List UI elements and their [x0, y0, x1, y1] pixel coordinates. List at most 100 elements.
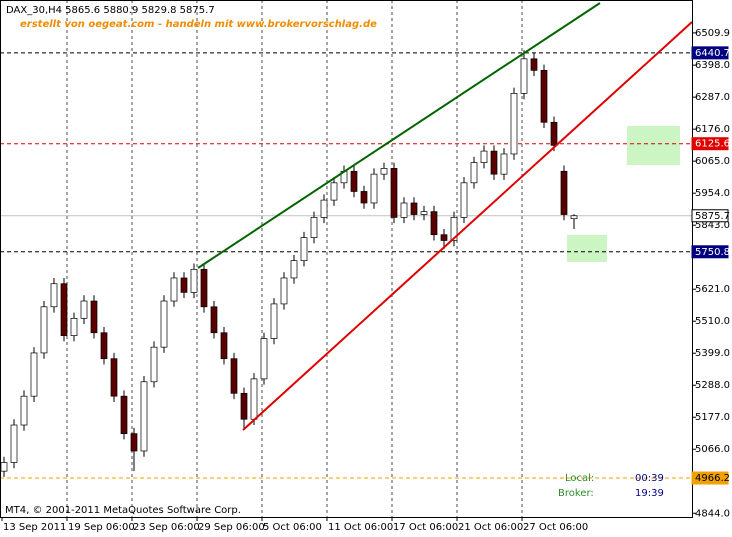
trend-line-lower — [242, 21, 693, 431]
candle-body — [40, 306, 48, 354]
chart-subtitle: erstellt von oegeat.com - handeln mit ww… — [20, 19, 377, 30]
candle-body — [310, 217, 318, 238]
candle-body — [520, 58, 528, 94]
candle-body — [90, 300, 98, 334]
candle-body — [170, 277, 178, 302]
candle-body — [240, 392, 248, 420]
candle-body — [530, 58, 538, 71]
candle-body — [280, 277, 288, 305]
candle-body — [420, 211, 428, 215]
candle-body — [140, 381, 148, 452]
candle-body — [480, 150, 488, 163]
candle-body — [30, 352, 38, 397]
price-label-box — [691, 209, 729, 223]
candle-body — [450, 217, 458, 241]
candle-body — [550, 121, 558, 146]
candle-body — [160, 300, 168, 348]
candle-body — [540, 70, 548, 123]
x-tick-label: 27 Oct 06:00 — [523, 522, 588, 533]
candle-body — [500, 153, 508, 175]
candle-body — [130, 433, 138, 452]
candle-body — [370, 173, 378, 204]
candle-body — [380, 168, 388, 175]
candle-body — [320, 199, 328, 218]
candle-body — [350, 170, 358, 192]
candle-body — [440, 234, 448, 241]
price-label: 6440.7 — [695, 48, 730, 59]
candle-body — [230, 358, 238, 394]
chart-title: DAX_30,H4 5865.6 5880.9 5829.8 5875.7 — [6, 5, 215, 16]
clock-time: 19:39 — [635, 488, 664, 499]
x-tick-label: 29 Sep 06:00 — [198, 522, 265, 533]
clock-label: Broker: — [558, 488, 594, 499]
x-tick-label: 19 Sep 06:00 — [68, 522, 135, 533]
price-label: 6125.6 — [695, 139, 730, 150]
candle-body — [50, 283, 58, 308]
x-tick-label: 21 Oct 06:00 — [458, 522, 523, 533]
y-tick-label: 6176.0 — [695, 124, 730, 135]
price-label-box — [691, 137, 729, 151]
x-tick-label: 5 Oct 06:00 — [263, 522, 322, 533]
candle-body — [180, 277, 188, 293]
candle-body — [110, 358, 118, 397]
x-tick-label: 11 Oct 06:00 — [328, 522, 393, 533]
price-label-box — [691, 471, 729, 485]
candle-body — [330, 182, 338, 201]
candle-body — [0, 462, 8, 472]
candle-body — [290, 260, 298, 279]
candle-body — [430, 211, 438, 236]
y-tick-label: 6287.0 — [695, 92, 730, 103]
candle-body — [460, 182, 468, 218]
x-tick-label: 23 Sep 06:00 — [133, 522, 200, 533]
footer: MT4, © 2001-2011 MetaQuotes Software Cor… — [5, 505, 241, 516]
y-tick-label: 5843.0 — [695, 220, 730, 231]
target-box — [627, 126, 680, 165]
candle-body — [270, 303, 278, 339]
trend-line-upper — [197, 2, 601, 269]
y-tick-label: 4844.0 — [695, 508, 730, 519]
candle-body — [60, 283, 68, 336]
price-label: 5750.8 — [695, 247, 730, 258]
candle-body — [510, 93, 518, 155]
y-tick-label: 6065.0 — [695, 156, 730, 167]
y-tick-label: 5177.0 — [695, 412, 730, 423]
clock-time: 00:39 — [635, 473, 664, 484]
plot-frame — [0, 0, 693, 518]
candle-body — [570, 215, 578, 220]
candle-body — [220, 332, 228, 360]
candle-body — [360, 191, 368, 204]
candle-body — [150, 346, 158, 383]
candle-body — [250, 378, 258, 420]
candle-body — [390, 168, 398, 218]
candle-body — [120, 395, 128, 435]
candle-body — [10, 424, 18, 463]
candle-body — [300, 237, 308, 262]
candle-body — [490, 150, 498, 175]
candle-body — [20, 395, 28, 426]
y-tick-label: 5066.0 — [695, 444, 730, 455]
clock-label: Local: — [565, 473, 594, 484]
price-label-box — [691, 245, 729, 259]
grid — [0, 0, 692, 517]
candle-body — [260, 338, 268, 380]
candle-body — [560, 170, 568, 215]
candle-body — [70, 317, 78, 336]
y-tick-label: 5288.0 — [695, 380, 730, 391]
candle-body — [100, 332, 108, 360]
price-label: 4966.2 — [695, 473, 730, 484]
candle-body — [410, 202, 418, 215]
price-label-box — [691, 46, 729, 60]
candle-body — [470, 162, 478, 184]
target-box — [567, 235, 607, 262]
candles — [0, 50, 578, 477]
candle-body — [400, 202, 408, 218]
y-tick-label: 5399.0 — [695, 348, 730, 359]
candle-body — [190, 268, 198, 293]
price-label: 5875.7 — [695, 211, 730, 222]
x-tick-label: 17 Oct 06:00 — [393, 522, 458, 533]
y-tick-label: 6398.0 — [695, 60, 730, 71]
candle-body — [210, 306, 218, 334]
